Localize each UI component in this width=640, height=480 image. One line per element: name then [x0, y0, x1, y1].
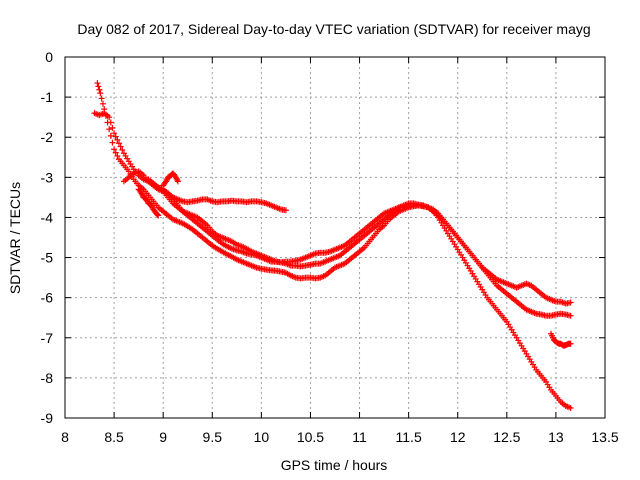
x-tick-label: 10 [254, 429, 270, 445]
x-tick-label: 8.5 [104, 429, 124, 445]
data-point-interp [114, 152, 121, 159]
data-point-interp [112, 149, 119, 156]
series-track-5 [135, 186, 162, 219]
data-point [111, 130, 118, 137]
data-point [174, 178, 181, 185]
y-tick-labels: 0 -1 -2 -3 -4 -5 -6 -7 -8 -9 [41, 49, 54, 426]
data-point-interp [174, 177, 181, 184]
data-point-interp [139, 191, 146, 198]
data-point-interp [153, 211, 160, 218]
axis-ticks [64, 56, 606, 419]
y-tick-label: -2 [41, 129, 54, 145]
data-point [148, 202, 155, 209]
series-track-4 [145, 176, 574, 307]
y-tick-label: -8 [41, 370, 54, 386]
data-point-interp [99, 100, 106, 107]
data-point-interp [95, 83, 102, 90]
y-tick-label: -6 [41, 290, 54, 306]
data-point-interp [104, 119, 111, 126]
data-point [94, 80, 101, 87]
grid-lines [65, 57, 605, 418]
y-tick-label: -4 [41, 209, 54, 225]
y-axis-label: SDTVAR / TECUs [7, 182, 23, 294]
data-point [116, 140, 122, 147]
data-point-interp [112, 133, 119, 140]
data-point-interp [119, 146, 126, 153]
data-point [163, 178, 170, 185]
y-tick-label: 0 [45, 49, 53, 65]
data-point-interp [114, 136, 121, 143]
plot-frame [64, 56, 606, 419]
y-tick-label: -9 [41, 410, 54, 426]
data-point [101, 106, 108, 113]
data-point-interp [149, 203, 156, 210]
x-tick-label: 11.5 [396, 429, 422, 445]
x-tick-label: 10.5 [297, 429, 324, 445]
y-tick-label: -5 [41, 250, 54, 266]
x-tick-label: 8 [61, 429, 69, 445]
data-point [106, 126, 113, 133]
x-tick-label: 12 [450, 429, 466, 445]
data-point [143, 196, 150, 203]
data-point-interp [163, 177, 170, 184]
x-tick-label: 13.5 [591, 429, 618, 445]
data-point [111, 146, 118, 153]
data-point-interp [96, 86, 103, 93]
y-tick-label: -1 [41, 89, 54, 105]
data-point-interp [102, 112, 109, 119]
data-point-interp [109, 139, 116, 146]
data-point-interp [109, 124, 116, 131]
data-point-interp [144, 197, 151, 204]
series-track-6 [160, 170, 181, 189]
series-track-1 [91, 110, 289, 214]
data-point [155, 212, 162, 219]
data-point-interp [173, 175, 180, 182]
data-point-interp [154, 211, 161, 218]
data-point [97, 90, 104, 97]
data-point [567, 340, 574, 347]
x-tick-label: 9 [159, 429, 167, 445]
x-axis-label: GPS time / hours [281, 457, 388, 473]
data-point [138, 190, 145, 197]
x-tick-label: 13 [548, 429, 564, 445]
data-point-interp [98, 95, 105, 102]
data-point [282, 207, 289, 214]
data-point [567, 312, 574, 319]
x-tick-label: 12.5 [493, 429, 520, 445]
data-point [567, 404, 574, 411]
x-tick-label: 9.5 [203, 429, 223, 445]
data-point [172, 174, 179, 181]
data-point-interp [107, 132, 114, 139]
data-point [567, 299, 574, 306]
data-point-interp [117, 143, 124, 150]
chart-title: Day 082 of 2017, Sidereal Day-to-day VTE… [77, 21, 590, 37]
data-point [106, 114, 113, 121]
y-tick-label: -3 [41, 169, 54, 185]
x-tick-labels: 8 8.5 9 9.5 10 10.5 11 11.5 12 12.5 13 13.5 [61, 429, 619, 445]
series-track-7 [548, 330, 574, 349]
data-series [91, 80, 574, 411]
y-tick-label: -7 [41, 330, 54, 346]
x-tick-label: 11 [352, 429, 367, 445]
